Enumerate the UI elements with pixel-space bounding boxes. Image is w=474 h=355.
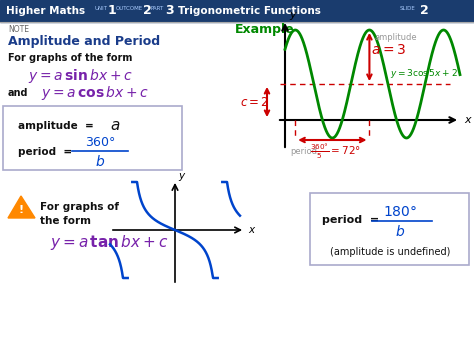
Text: For graphs of: For graphs of <box>40 202 119 212</box>
Text: and: and <box>8 88 28 98</box>
Text: $a = 3$: $a = 3$ <box>372 43 407 57</box>
Text: $\frac{360°}{5} = 72°$: $\frac{360°}{5} = 72°$ <box>310 143 361 161</box>
Text: $y$: $y$ <box>178 171 186 183</box>
Text: SLIDE: SLIDE <box>400 6 416 11</box>
Text: (amplitude is undefined): (amplitude is undefined) <box>330 247 450 257</box>
Text: $c = 2$: $c = 2$ <box>240 95 269 109</box>
Text: $y = a\,\mathbf{tan}\,bx + c$: $y = a\,\mathbf{tan}\,bx + c$ <box>50 233 168 251</box>
Text: Higher Maths: Higher Maths <box>6 6 85 16</box>
Text: $180°$: $180°$ <box>383 205 417 219</box>
Text: period  =: period = <box>322 215 379 225</box>
Bar <box>0 0 474 22</box>
Polygon shape <box>8 196 35 218</box>
Text: $y$: $y$ <box>289 10 298 22</box>
FancyBboxPatch shape <box>3 106 182 170</box>
Text: 1: 1 <box>108 5 117 17</box>
Text: $x$: $x$ <box>248 225 256 235</box>
Text: NOTE: NOTE <box>8 26 29 34</box>
Text: !: ! <box>18 205 24 215</box>
Text: period: period <box>290 147 317 157</box>
Text: the form: the form <box>40 216 91 226</box>
Text: $b$: $b$ <box>395 224 405 240</box>
Text: 2: 2 <box>143 5 152 17</box>
Text: Example: Example <box>235 23 295 37</box>
Text: 3: 3 <box>165 5 173 17</box>
Text: 2: 2 <box>420 5 429 17</box>
Text: Amplitude and Period: Amplitude and Period <box>8 36 160 49</box>
Text: UNIT: UNIT <box>95 6 108 11</box>
Text: $a$: $a$ <box>110 119 120 133</box>
Text: $b$: $b$ <box>95 154 105 169</box>
Text: $360°$: $360°$ <box>84 136 116 148</box>
Text: OUTCOME: OUTCOME <box>116 6 143 11</box>
Text: amplitude  =: amplitude = <box>18 121 94 131</box>
Text: $y = a\,\mathbf{sin}\,bx + c$: $y = a\,\mathbf{sin}\,bx + c$ <box>27 67 133 85</box>
Text: $x$: $x$ <box>464 115 473 125</box>
Text: $y = 3\cos 5x + 2$: $y = 3\cos 5x + 2$ <box>390 67 458 81</box>
Text: Trigonometric Functions: Trigonometric Functions <box>178 6 321 16</box>
Text: PART: PART <box>151 6 164 11</box>
FancyBboxPatch shape <box>310 193 469 265</box>
Text: For graphs of the form: For graphs of the form <box>8 53 132 63</box>
Text: $y = a\,\mathbf{cos}\,bx + c$: $y = a\,\mathbf{cos}\,bx + c$ <box>41 84 149 102</box>
Text: period  =: period = <box>18 147 72 157</box>
Text: amplitude: amplitude <box>374 33 417 43</box>
